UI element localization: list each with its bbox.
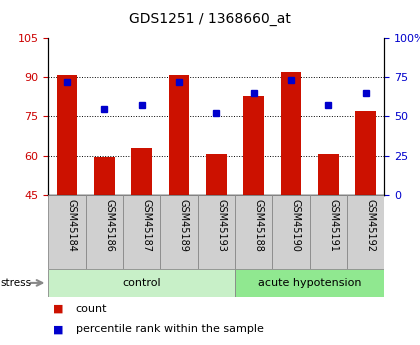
Text: GSM45187: GSM45187 [142, 199, 152, 252]
Bar [94, 157, 115, 195]
Bar [123, 195, 160, 269]
Text: count: count [76, 304, 107, 314]
Bar [169, 75, 189, 195]
Text: control: control [122, 278, 161, 288]
Bar [57, 75, 77, 195]
Bar [86, 195, 123, 269]
Text: stress: stress [0, 278, 32, 288]
Bar [198, 195, 235, 269]
Text: GSM45186: GSM45186 [104, 199, 114, 252]
Text: GDS1251 / 1368660_at: GDS1251 / 1368660_at [129, 12, 291, 26]
Text: GSM45184: GSM45184 [67, 199, 77, 252]
Bar [235, 269, 384, 297]
Bar [347, 195, 384, 269]
Text: GSM45191: GSM45191 [328, 199, 338, 252]
Text: GSM45192: GSM45192 [366, 199, 375, 252]
Bar [160, 195, 198, 269]
Bar [206, 154, 226, 195]
Bar [235, 195, 272, 269]
Bar [310, 195, 347, 269]
Bar [48, 195, 86, 269]
Bar [48, 269, 235, 297]
Bar [272, 195, 310, 269]
Text: GSM45190: GSM45190 [291, 199, 301, 252]
Bar [131, 148, 152, 195]
Bar [355, 111, 376, 195]
Bar [318, 154, 339, 195]
Text: percentile rank within the sample: percentile rank within the sample [76, 325, 263, 334]
Text: acute hypotension: acute hypotension [258, 278, 361, 288]
Text: GSM45193: GSM45193 [216, 199, 226, 252]
Bar [281, 72, 301, 195]
Text: GSM45188: GSM45188 [254, 199, 264, 252]
Bar [243, 96, 264, 195]
Text: ■: ■ [52, 325, 63, 334]
Text: GSM45189: GSM45189 [179, 199, 189, 252]
Text: ■: ■ [52, 304, 63, 314]
